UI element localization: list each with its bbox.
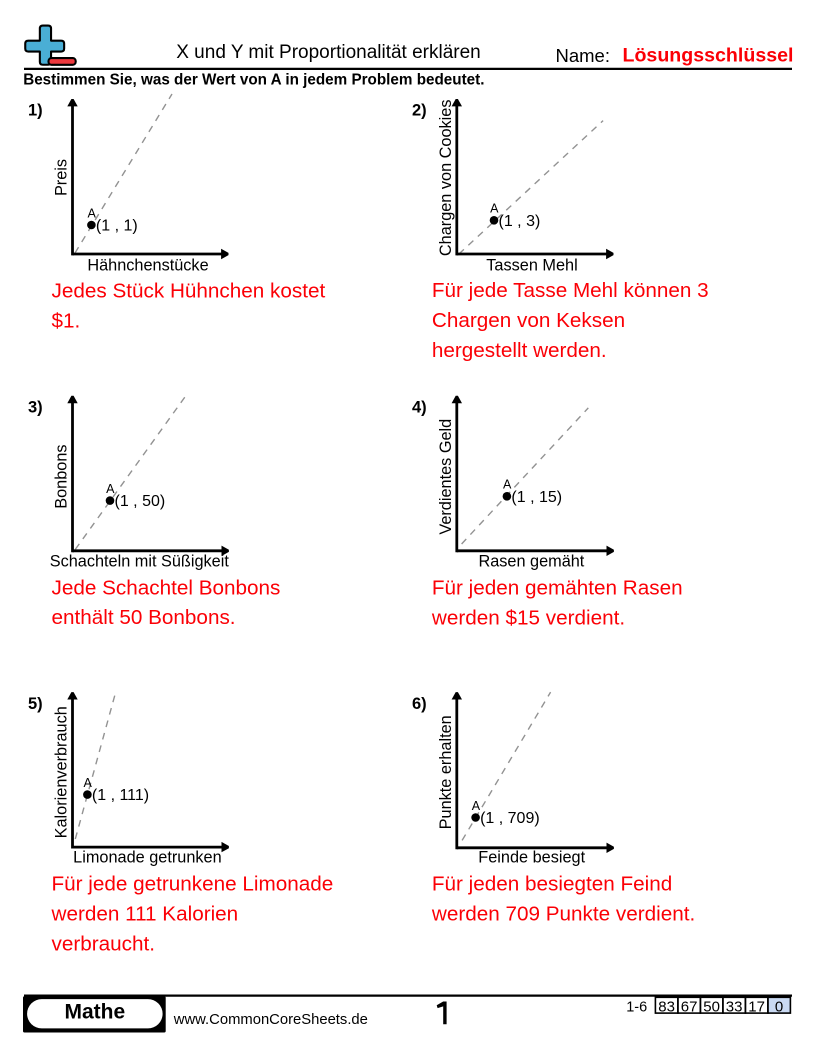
svg-text:67: 67 xyxy=(681,998,698,1015)
svg-text:A: A xyxy=(106,482,115,496)
svg-text:A: A xyxy=(88,206,97,220)
svg-text:(1 , 50): (1 , 50) xyxy=(115,493,166,510)
svg-text:werden $15 verdient.: werden $15 verdient. xyxy=(431,606,625,629)
svg-text:Preis: Preis xyxy=(52,159,70,196)
svg-text:5): 5) xyxy=(28,695,43,713)
svg-text:Für jeden gemähten Rasen: Für jeden gemähten Rasen xyxy=(432,577,683,600)
svg-text:0: 0 xyxy=(775,998,783,1015)
svg-text:werden 111 Kalorien: werden 111 Kalorien xyxy=(51,903,239,926)
svg-text:(1 , 1): (1 , 1) xyxy=(96,218,138,235)
svg-text:A: A xyxy=(84,776,93,790)
svg-text:Bestimmen Sie, was der Wert vo: Bestimmen Sie, was der Wert von A in jed… xyxy=(23,72,484,89)
svg-text:4): 4) xyxy=(412,399,427,417)
svg-text:Bonbons: Bonbons xyxy=(52,444,70,508)
svg-text:Chargen von Keksen: Chargen von Keksen xyxy=(432,309,625,332)
svg-text:83: 83 xyxy=(658,998,675,1015)
svg-text:Für jeden besiegten Feind: Für jeden besiegten Feind xyxy=(432,873,672,896)
svg-text:Kalorienverbrauch: Kalorienverbrauch xyxy=(52,706,70,838)
svg-text:Mathe: Mathe xyxy=(64,1001,125,1024)
svg-text:(1 , 111): (1 , 111) xyxy=(92,787,149,804)
svg-text:hergestellt werden.: hergestellt werden. xyxy=(432,339,607,362)
svg-text:2): 2) xyxy=(412,102,427,120)
svg-text:6): 6) xyxy=(412,695,427,713)
svg-text:Lösungsschlüssel: Lösungsschlüssel xyxy=(623,45,794,67)
svg-text:Verdientes Geld: Verdientes Geld xyxy=(437,419,455,535)
svg-text:Chargen von Cookies: Chargen von Cookies xyxy=(437,100,455,257)
svg-text:Feinde besiegt: Feinde besiegt xyxy=(478,849,585,867)
svg-text:Für jede getrunkene Limonade: Für jede getrunkene Limonade xyxy=(52,873,334,896)
svg-text:Rasen gemäht: Rasen gemäht xyxy=(478,553,584,571)
svg-text:1): 1) xyxy=(28,102,43,120)
svg-text:Jedes Stück Hühnchen kostet: Jedes Stück Hühnchen kostet xyxy=(52,279,326,302)
svg-text:Jede Schachtel Bonbons: Jede Schachtel Bonbons xyxy=(52,576,281,599)
svg-text:werden 709 Punkte verdient.: werden 709 Punkte verdient. xyxy=(431,903,695,926)
svg-text:A: A xyxy=(472,799,481,813)
svg-text:www.CommonCoreSheets.de: www.CommonCoreSheets.de xyxy=(173,1012,368,1028)
svg-text:Schachteln mit Süßigkeit: Schachteln mit Süßigkeit xyxy=(50,553,230,571)
svg-text:$1.: $1. xyxy=(52,309,81,332)
svg-text:3): 3) xyxy=(28,399,43,417)
svg-text:(1 , 3): (1 , 3) xyxy=(499,213,541,230)
svg-text:Limonade getrunken: Limonade getrunken xyxy=(73,849,221,867)
svg-text:Für jede Tasse Mehl können 3: Für jede Tasse Mehl können 3 xyxy=(432,279,709,302)
svg-text:verbraucht.: verbraucht. xyxy=(52,933,156,956)
svg-text:33: 33 xyxy=(726,998,743,1015)
svg-text:A: A xyxy=(490,202,499,216)
svg-text:Punkte erhalten: Punkte erhalten xyxy=(437,715,455,829)
svg-text:Hähnchenstücke: Hähnchenstücke xyxy=(87,257,208,275)
svg-text:17: 17 xyxy=(748,998,765,1015)
svg-text:X und Y mit Proportionalität e: X und Y mit Proportionalität erklären xyxy=(176,42,481,63)
svg-text:enthält 50 Bonbons.: enthält 50 Bonbons. xyxy=(52,606,236,629)
svg-text:(1 , 709): (1 , 709) xyxy=(480,810,540,827)
svg-text:Tassen Mehl: Tassen Mehl xyxy=(486,257,577,275)
svg-text:50: 50 xyxy=(703,998,720,1015)
svg-text:Name:: Name: xyxy=(556,45,611,66)
svg-text:A: A xyxy=(503,478,512,492)
svg-text:1-6: 1-6 xyxy=(626,999,647,1015)
svg-text:(1 , 15): (1 , 15) xyxy=(511,489,562,506)
